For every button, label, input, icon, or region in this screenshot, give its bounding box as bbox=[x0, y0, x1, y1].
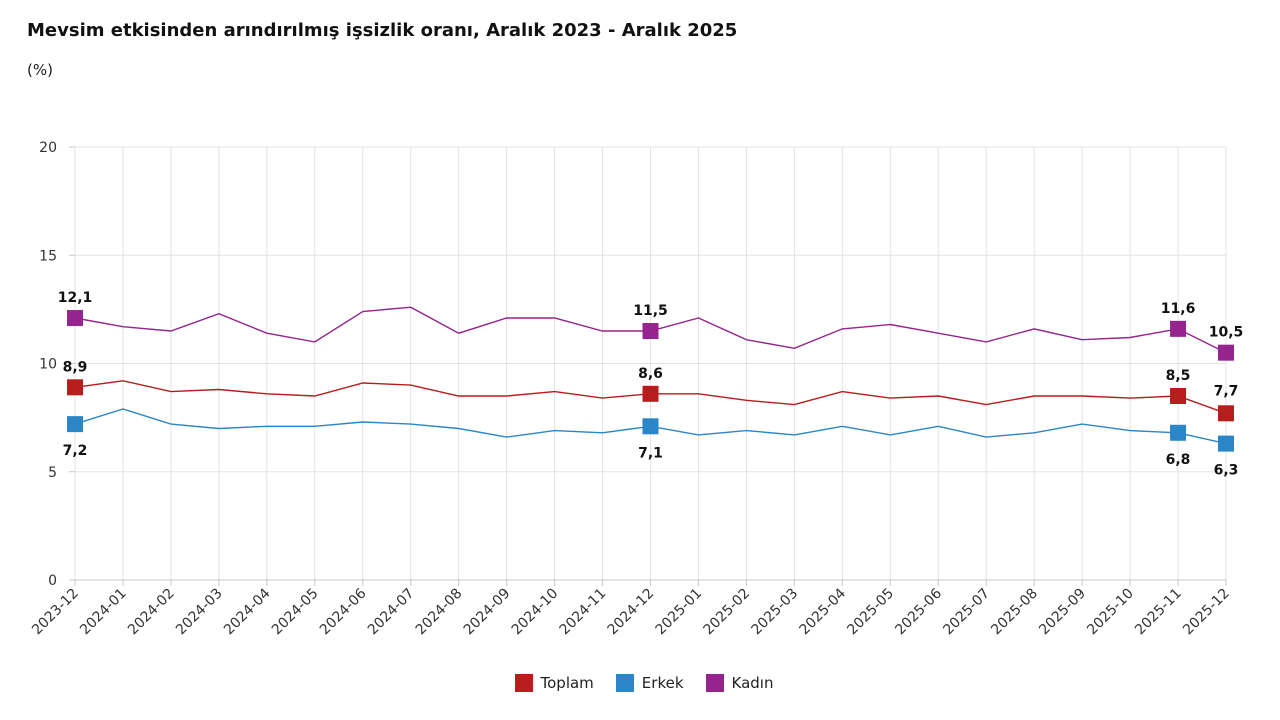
x-tick-label: 2024-10 bbox=[509, 586, 562, 639]
data-label: 11,5 bbox=[633, 303, 668, 319]
legend-swatch bbox=[615, 674, 634, 692]
axes: 051015202023-122024-012024-022024-032024… bbox=[29, 140, 1233, 638]
legend-label: Toplam bbox=[540, 674, 594, 692]
data-point-marker[interactable] bbox=[642, 418, 659, 435]
data-label: 6,3 bbox=[1214, 463, 1239, 479]
x-tick-label: 2024-11 bbox=[557, 586, 610, 639]
x-tick-label: 2025-07 bbox=[940, 586, 993, 639]
y-tick-label: 10 bbox=[39, 357, 57, 373]
chart-title: Mevsim etkisinden arındırılmış işsizlik … bbox=[27, 20, 738, 41]
data-label: 7,7 bbox=[1214, 383, 1239, 399]
data-point-marker[interactable] bbox=[67, 416, 83, 433]
x-tick-label: 2025-04 bbox=[796, 585, 849, 638]
data-point-marker[interactable] bbox=[642, 323, 659, 340]
grid bbox=[74, 146, 1227, 581]
y-tick-label: 20 bbox=[39, 140, 57, 156]
x-tick-label: 2024-12 bbox=[605, 586, 658, 639]
data-label: 7,1 bbox=[638, 445, 663, 461]
x-tick-label: 2023-12 bbox=[29, 586, 82, 639]
legend-label: Kadın bbox=[731, 674, 774, 692]
x-tick-label: 2025-12 bbox=[1180, 586, 1233, 639]
x-tick-label: 2025-09 bbox=[1036, 586, 1089, 639]
data-point-marker[interactable] bbox=[1218, 344, 1234, 361]
data-point-marker[interactable] bbox=[67, 379, 83, 396]
x-tick-label: 2025-11 bbox=[1132, 586, 1185, 639]
x-tick-label: 2025-03 bbox=[749, 586, 802, 639]
x-tick-label: 2025-08 bbox=[988, 586, 1041, 639]
data-label: 10,5 bbox=[1209, 325, 1244, 341]
data-label: 6,8 bbox=[1166, 452, 1191, 468]
data-point-marker[interactable] bbox=[1218, 435, 1234, 452]
x-tick-label: 2024-02 bbox=[125, 586, 178, 639]
legend-swatch bbox=[514, 674, 533, 692]
data-label: 8,6 bbox=[638, 366, 663, 382]
x-tick-label: 2024-01 bbox=[77, 586, 130, 639]
x-tick-label: 2025-10 bbox=[1084, 586, 1137, 639]
data-point-marker[interactable] bbox=[1170, 387, 1187, 404]
y-tick-label: 0 bbox=[48, 573, 57, 589]
legend-swatch bbox=[705, 674, 724, 692]
x-tick-label: 2025-02 bbox=[701, 586, 754, 639]
x-tick-label: 2024-03 bbox=[173, 586, 226, 639]
x-tick-label: 2025-06 bbox=[892, 585, 945, 638]
legend-item-kad-n[interactable]: Kadın bbox=[698, 674, 774, 692]
data-point-marker[interactable] bbox=[1218, 405, 1234, 422]
y-tick-label: 5 bbox=[48, 465, 57, 481]
data-label: 12,1 bbox=[58, 290, 93, 306]
data-label: 8,9 bbox=[63, 359, 88, 375]
data-label: 8,5 bbox=[1166, 368, 1191, 384]
y-tick-label: 15 bbox=[39, 248, 57, 264]
data-labels: 8,9 8,6 8,5 7,7 7,2 7,1 6,8 6,3 12,1 11,5 11,6 10,5 bbox=[58, 290, 1244, 479]
x-tick-label: 2024-07 bbox=[365, 586, 418, 639]
legend: Toplam Erkek Kadın bbox=[0, 674, 1280, 692]
x-tick-label: 2025-01 bbox=[653, 586, 706, 639]
x-tick-label: 2024-08 bbox=[413, 586, 466, 639]
legend-item-toplam[interactable]: Toplam bbox=[507, 674, 594, 692]
data-label: 11,6 bbox=[1161, 301, 1196, 317]
x-tick-label: 2025-05 bbox=[844, 586, 897, 639]
data-point-marker[interactable] bbox=[1170, 424, 1187, 441]
series bbox=[67, 306, 1234, 452]
chart-unit: (%) bbox=[27, 61, 53, 79]
legend-item-erkek[interactable]: Erkek bbox=[608, 674, 684, 692]
legend-label: Erkek bbox=[641, 674, 684, 692]
x-tick-label: 2024-06 bbox=[317, 585, 370, 638]
data-label: 7,2 bbox=[63, 443, 88, 459]
x-tick-label: 2024-09 bbox=[461, 586, 514, 639]
x-tick-label: 2024-04 bbox=[221, 585, 274, 638]
x-tick-label: 2024-05 bbox=[269, 586, 322, 639]
data-point-marker[interactable] bbox=[67, 310, 83, 327]
data-point-marker[interactable] bbox=[642, 385, 659, 402]
data-point-marker[interactable] bbox=[1170, 320, 1187, 337]
